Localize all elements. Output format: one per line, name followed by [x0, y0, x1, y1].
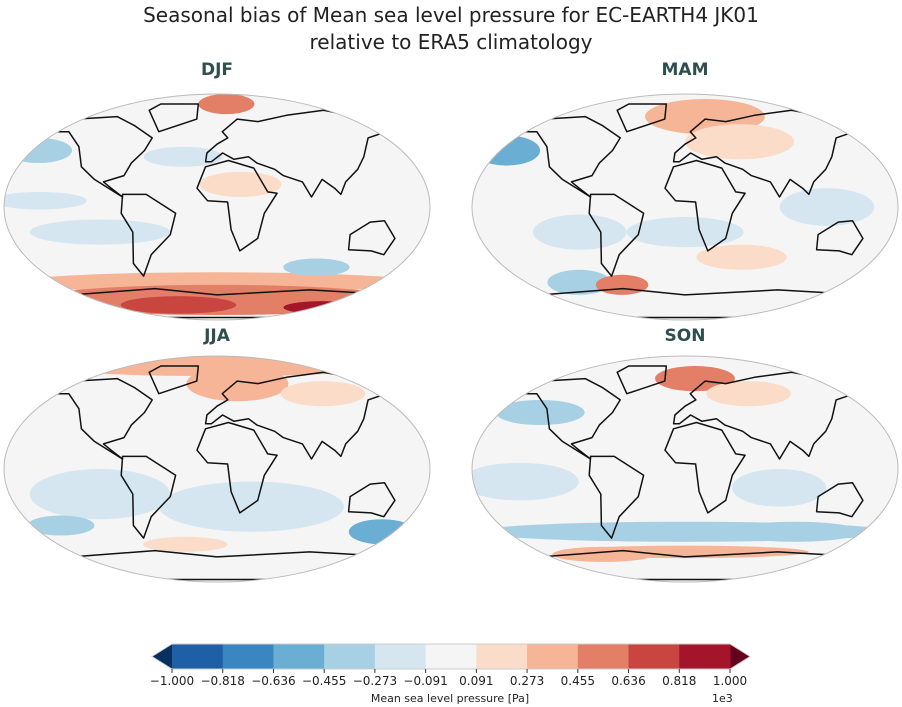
map-panel-djf — [3, 93, 431, 321]
coastline-south-america — [120, 455, 177, 539]
map-panel-son — [471, 355, 899, 583]
anomaly-contour — [685, 124, 795, 160]
colorbar-tick-label: −0.818 — [200, 674, 245, 688]
colorbar-label: Mean sea level pressure [Pa] — [370, 692, 530, 705]
anomaly-contour — [142, 536, 228, 552]
anomaly-contour — [495, 399, 585, 426]
colorbar-extend-high — [730, 644, 750, 669]
anomaly-contour — [5, 137, 73, 164]
map-boundary — [471, 93, 899, 321]
anomaly-contour — [732, 469, 827, 507]
panel-title-son: SON — [664, 326, 706, 346]
anomaly-contour — [472, 462, 579, 501]
coastline-africa — [196, 159, 278, 252]
figure-title-line-2: relative to ERA5 climatology — [309, 30, 593, 54]
anomaly-contour — [199, 171, 282, 197]
coastline-eurasia — [204, 371, 403, 460]
coastline-australia — [347, 482, 396, 518]
colorbar-bin — [172, 644, 224, 669]
anomaly-contour — [283, 258, 350, 277]
anomaly-contour — [27, 515, 95, 536]
colorbar-tick-label: −0.636 — [251, 674, 296, 688]
coastline-eurasia — [672, 109, 871, 198]
coastline-australia — [815, 482, 864, 518]
colorbar-bin — [425, 644, 477, 669]
anomaly-contour — [547, 269, 611, 295]
panel-title-jja: JJA — [204, 326, 230, 346]
coastline-north-america — [509, 115, 621, 198]
anomaly-contour — [779, 188, 875, 226]
colorbar-bin — [273, 644, 325, 669]
anomaly-contour — [532, 214, 627, 250]
map-background — [472, 94, 898, 320]
map-panel-jja — [3, 355, 431, 583]
map-boundary — [3, 355, 431, 583]
colorbar-bin — [374, 644, 427, 669]
anomaly-contour — [696, 244, 787, 270]
colorbar-tick-label: 0.455 — [560, 674, 595, 688]
colorbar-extend-low — [152, 644, 172, 669]
map-panel-mam — [471, 93, 899, 321]
coastline-north-america — [509, 377, 621, 460]
anomaly-contour — [4, 191, 87, 210]
coastline-eurasia — [204, 109, 403, 198]
colorbar-tick-label: 0.091 — [459, 674, 494, 688]
colorbar-tick-label: 0.636 — [611, 674, 646, 688]
coastline-greenland — [616, 365, 668, 395]
figure-title-line-1: Seasonal bias of Mean sea level pressure… — [143, 3, 759, 27]
coastline-north-america — [41, 377, 153, 460]
anomaly-contour — [706, 381, 791, 407]
colorbar-bin — [222, 644, 274, 669]
map-background — [4, 356, 430, 582]
colorbar-bin — [324, 644, 376, 669]
coastline-greenland — [616, 103, 668, 133]
panel-title-mam: MAM — [661, 60, 709, 80]
coastline-africa — [196, 421, 278, 514]
colorbar-tick-label: 1.000 — [712, 674, 748, 688]
anomaly-contour — [728, 521, 861, 542]
colorbar-tick-label: −1.000 — [149, 674, 195, 688]
anomaly-contour — [595, 274, 649, 295]
coastline-greenland — [148, 103, 200, 133]
coastline-australia — [815, 220, 864, 256]
anomaly-contour — [159, 481, 344, 532]
coastline-africa — [664, 421, 746, 514]
colorbar-bin — [527, 644, 579, 669]
coastline-south-america — [588, 455, 645, 539]
coastline-australia — [347, 220, 396, 256]
anomaly-contour — [473, 135, 541, 166]
map-boundary — [471, 355, 899, 583]
coastline-eurasia — [672, 371, 871, 460]
coastline-greenland — [148, 365, 200, 395]
anomaly-contour — [626, 217, 744, 248]
colorbar-offset-label: 1e3 — [712, 692, 733, 705]
coastline-africa — [664, 159, 746, 252]
anomaly-contour — [186, 366, 289, 402]
colorbar-bin — [628, 644, 680, 669]
map-boundary — [3, 93, 431, 321]
anomaly-contour — [143, 146, 223, 167]
colorbar-tick-label: −0.455 — [301, 674, 347, 688]
anomaly-contour — [29, 469, 171, 520]
colorbar — [151, 643, 751, 673]
colorbar-bin — [679, 644, 731, 669]
anomaly-contour — [280, 381, 366, 407]
panel-title-djf: DJF — [200, 60, 234, 80]
anomaly-contour — [655, 366, 735, 392]
colorbar-tick-label: −0.091 — [403, 674, 448, 688]
anomaly-contour — [29, 219, 171, 245]
colorbar-bin — [577, 644, 630, 669]
coastline-south-america — [588, 193, 645, 277]
colorbar-tick-label: 0.818 — [662, 674, 697, 688]
colorbar-tick-label: −0.273 — [352, 674, 398, 688]
colorbar-bin — [476, 644, 528, 669]
anomaly-contour — [120, 296, 237, 314]
anomaly-contour — [198, 94, 255, 115]
colorbar-tick-label: 0.273 — [509, 674, 545, 688]
coastline-north-america — [41, 115, 153, 198]
coastline-south-america — [120, 193, 177, 277]
